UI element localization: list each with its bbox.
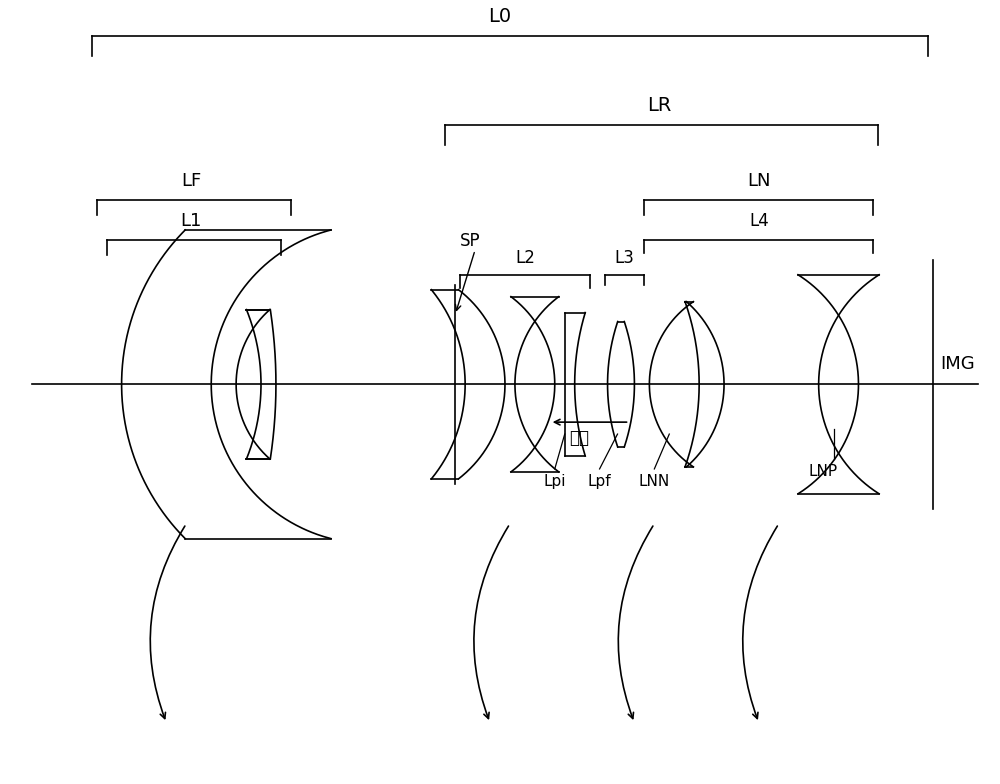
Text: IMG: IMG (940, 355, 975, 373)
Text: Lpi: Lpi (544, 474, 566, 489)
Text: LR: LR (647, 96, 672, 115)
Text: LNP: LNP (809, 464, 838, 479)
Text: Lpf: Lpf (588, 474, 611, 489)
Text: L0: L0 (488, 7, 512, 26)
Text: LF: LF (181, 172, 201, 190)
Text: L1: L1 (181, 212, 202, 230)
Text: L2: L2 (515, 249, 535, 267)
Text: LNN: LNN (639, 474, 670, 489)
Text: LN: LN (747, 172, 771, 190)
Text: 聚焦: 聚焦 (570, 429, 590, 447)
Text: SP: SP (460, 232, 481, 250)
Text: L4: L4 (749, 212, 769, 230)
Text: L3: L3 (615, 249, 634, 267)
